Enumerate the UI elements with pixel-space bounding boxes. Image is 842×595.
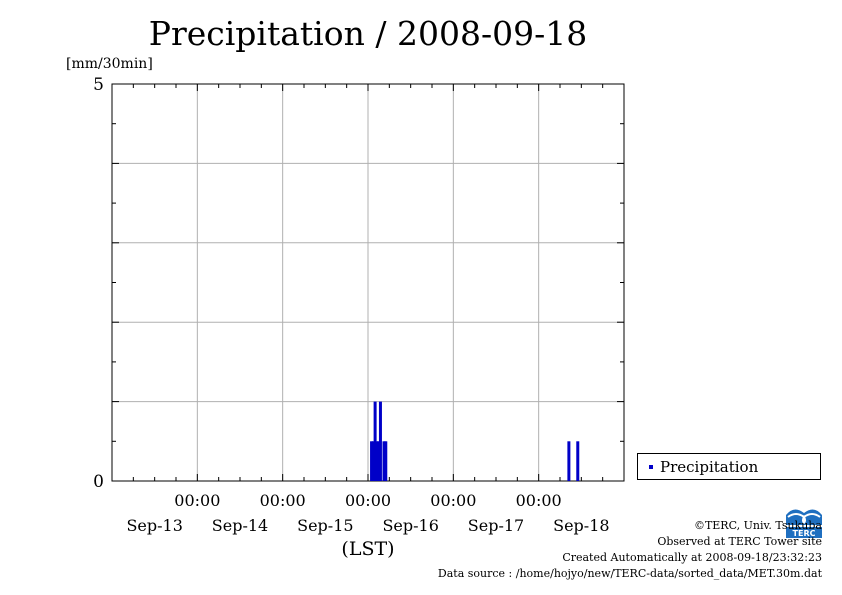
x-tick-time-label: 00:00 — [345, 491, 391, 510]
x-date-label: Sep-15 — [297, 516, 353, 535]
logo-text: TERC — [793, 529, 816, 538]
y-tick-label: 0 — [93, 472, 104, 492]
legend-swatch — [649, 465, 653, 469]
x-date-label: Sep-16 — [382, 516, 438, 535]
precipitation-bar — [373, 401, 377, 481]
x-tick-time-label: 00:00 — [516, 491, 562, 510]
precipitation-bar — [370, 441, 374, 481]
precipitation-bar — [576, 441, 580, 481]
x-date-label: Sep-17 — [468, 516, 524, 535]
axes: 0 5 00:00 00:00 00:00 00:00 00:00 Sep-13 Sep-14 S… — [93, 75, 625, 560]
precipitation-bar — [371, 441, 375, 481]
precipitation-bar — [375, 441, 379, 481]
credits: ©TERC, Univ. Tsukuba Observed at TERC To… — [438, 518, 822, 582]
x-date-label: Sep-18 — [553, 516, 609, 535]
legend: Precipitation — [637, 453, 821, 480]
x-tick-time-label: 00:00 — [174, 491, 220, 510]
grid-lines — [112, 84, 624, 481]
precipitation-bar — [384, 441, 388, 481]
chart-title: Precipitation / 2008-09-18 — [148, 14, 588, 53]
x-date-label: Sep-13 — [126, 516, 182, 535]
legend-label: Precipitation — [660, 458, 759, 476]
precipitation-bar — [382, 441, 386, 481]
precipitation-bar — [377, 441, 381, 481]
x-axis-label: (LST) — [341, 538, 394, 560]
y-tick-label: 5 — [93, 75, 104, 95]
copyright-text: ©TERC, Univ. Tsukuba — [693, 519, 822, 532]
source-text: Data source : /home/hojyo/new/TERC-data/… — [437, 567, 822, 580]
bar-series — [370, 401, 580, 481]
y-axis-unit-label: [mm/30min] — [66, 56, 153, 72]
x-tick-time-label: 00:00 — [430, 491, 476, 510]
terc-logo-icon: TERC — [784, 503, 824, 539]
site-text: Observed at TERC Tower site — [657, 535, 822, 548]
x-date-label: Sep-14 — [212, 516, 268, 535]
x-tick-time-label: 00:00 — [260, 491, 306, 510]
precipitation-bar — [378, 401, 382, 481]
created-text: Created Automatically at 2008-09-18/23:3… — [562, 551, 822, 564]
precipitation-bar — [567, 441, 571, 481]
